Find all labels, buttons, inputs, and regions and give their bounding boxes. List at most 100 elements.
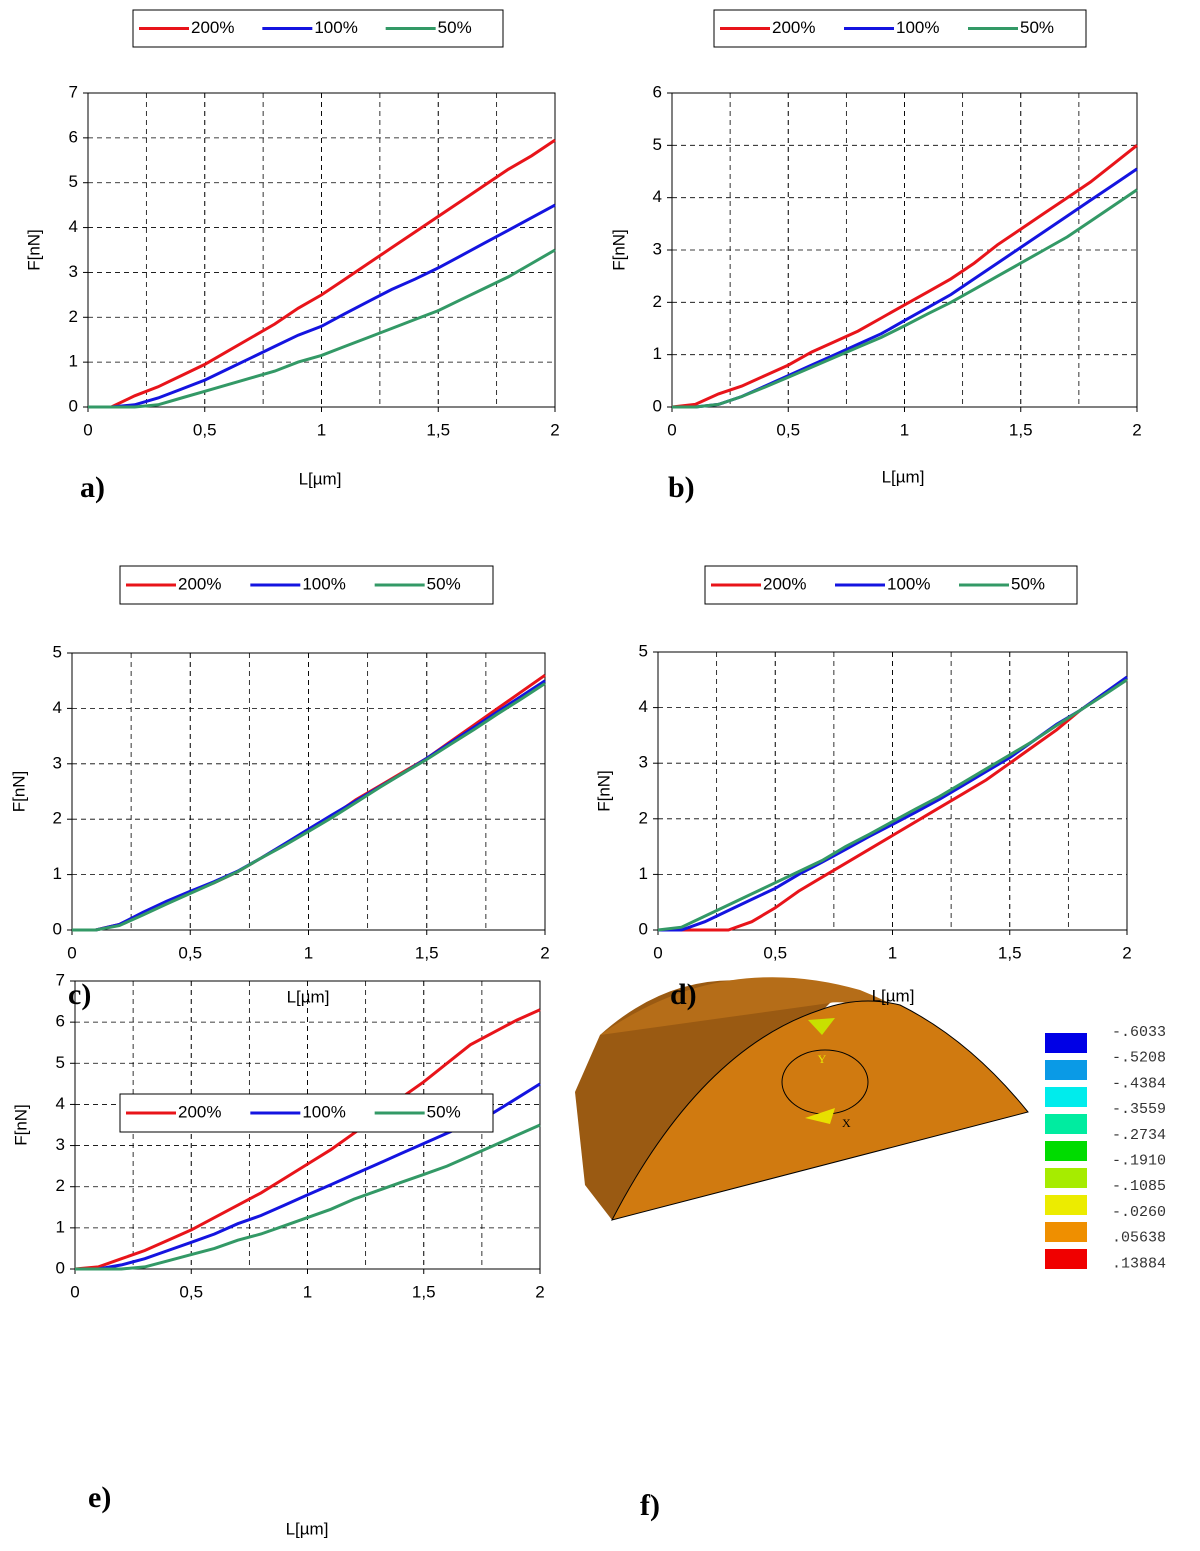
- series-line: [75, 1123, 541, 1271]
- series-line: [72, 682, 546, 932]
- contour-label: -.6033: [1112, 1024, 1166, 1041]
- panel-label: a): [80, 471, 105, 504]
- contour-label: -.0260: [1112, 1204, 1166, 1221]
- x-tick-label: 0: [70, 1282, 79, 1301]
- x-tick-label: 1,5: [1009, 420, 1033, 439]
- x-tick-label: 2: [550, 420, 559, 439]
- y-tick-label: 1: [69, 352, 78, 371]
- dome-top: [600, 977, 1028, 1112]
- x-axis-label: L[µm]: [872, 986, 915, 1005]
- contour-swatch: [1045, 1141, 1087, 1161]
- y-tick-label: 0: [69, 396, 78, 415]
- panel-label: b): [668, 471, 695, 504]
- y-tick-label: 0: [653, 396, 662, 415]
- y-tick-label: 5: [56, 1053, 65, 1072]
- y-tick-label: 3: [653, 239, 662, 258]
- legend-label: 50%: [427, 574, 461, 593]
- contour-label: -.1910: [1112, 1152, 1166, 1169]
- series-line: [74, 1008, 541, 1271]
- contour-swatch: [1045, 1060, 1087, 1080]
- series-line: [672, 188, 1138, 409]
- y-tick-label: 5: [639, 641, 648, 660]
- panel-label: f): [640, 1489, 660, 1522]
- y-tick-label: 1: [53, 864, 62, 883]
- x-tick-label: 0,5: [763, 943, 787, 962]
- contour-label: .13884: [1112, 1255, 1166, 1272]
- legend-label: 50%: [1020, 18, 1054, 37]
- y-tick-label: 4: [56, 1094, 65, 1113]
- contour-label: -.1085: [1112, 1178, 1166, 1195]
- y-axis-label: F[nN]: [609, 229, 628, 271]
- legend-label: 200%: [178, 1102, 221, 1121]
- plot-frame: [671, 92, 1138, 408]
- legend-label: 50%: [1011, 574, 1045, 593]
- contact-spot: [805, 1108, 835, 1124]
- plot-frame: [71, 652, 546, 931]
- x-tick-label: 1: [304, 943, 313, 962]
- plot-frame: [657, 651, 1128, 931]
- y-axis-label: F[nN]: [9, 771, 28, 813]
- contour-swatch: [1045, 1249, 1087, 1269]
- y-tick-label: 7: [69, 82, 78, 101]
- cut-face: [611, 1000, 1029, 1221]
- contour-label: -.5208: [1112, 1050, 1166, 1067]
- series-line: [72, 679, 546, 932]
- y-tick-label: 0: [639, 919, 648, 938]
- legend-label: 100%: [887, 574, 930, 593]
- panel-label: e): [88, 1481, 111, 1514]
- legend-label: 50%: [438, 18, 472, 37]
- y-tick-label: 3: [69, 262, 78, 281]
- y-tick-label: 4: [639, 697, 648, 716]
- y-tick-label: 2: [53, 809, 62, 828]
- y-tick-label: 5: [653, 135, 662, 154]
- legend-label: 100%: [896, 18, 939, 37]
- legend-label: 100%: [302, 574, 345, 593]
- contour-label: -.2734: [1112, 1127, 1166, 1144]
- contour-swatch: [1045, 1114, 1087, 1134]
- y-tick-label: 1: [56, 1217, 65, 1236]
- contour-label: .05638: [1112, 1230, 1166, 1247]
- x-tick-label: 1: [900, 420, 909, 439]
- x-tick-label: 2: [1122, 943, 1131, 962]
- y-tick-label: 5: [53, 642, 62, 661]
- y-tick-label: 0: [56, 1258, 65, 1277]
- y-tick-label: 2: [639, 808, 648, 827]
- y-tick-label: 5: [69, 172, 78, 191]
- x-tick-label: 0: [667, 420, 676, 439]
- y-tick-label: 3: [56, 1135, 65, 1154]
- y-tick-label: 2: [653, 292, 662, 311]
- legend-box: [132, 9, 504, 48]
- series-line: [658, 678, 1128, 932]
- y-axis-label: F[nN]: [11, 1104, 30, 1146]
- x-tick-label: 0: [83, 420, 92, 439]
- contour-swatch: [1045, 1222, 1087, 1242]
- axis-letter: X: [842, 1116, 851, 1130]
- series-line: [657, 678, 1128, 932]
- y-tick-label: 7: [56, 970, 65, 989]
- y-tick-label: 1: [653, 344, 662, 363]
- series-line: [88, 248, 556, 409]
- legend-label: 200%: [763, 574, 806, 593]
- legend-label: 200%: [178, 574, 221, 593]
- x-tick-label: 1: [317, 420, 326, 439]
- x-axis-label: L[µm]: [882, 467, 925, 486]
- x-axis-label: L[µm]: [286, 1519, 329, 1538]
- contour-label: -.3559: [1112, 1101, 1166, 1118]
- x-tick-label: 1,5: [998, 943, 1022, 962]
- panel-label: d): [670, 978, 697, 1011]
- y-axis-label: F[nN]: [24, 229, 43, 271]
- series-line: [88, 138, 556, 409]
- series-line: [658, 675, 1128, 932]
- y-tick-label: 2: [56, 1176, 65, 1195]
- series-line: [671, 144, 1138, 409]
- x-tick-label: 0,5: [178, 943, 202, 962]
- y-tick-label: 3: [53, 753, 62, 772]
- y-tick-label: 1: [639, 864, 648, 883]
- contour-swatch: [1045, 1087, 1087, 1107]
- x-tick-label: 1: [888, 943, 897, 962]
- contour-swatch: [1045, 1168, 1087, 1188]
- render-3d: [575, 977, 1029, 1221]
- legend-box: [704, 565, 1078, 605]
- y-tick-label: 6: [653, 82, 662, 101]
- x-axis-label: L[µm]: [287, 987, 330, 1006]
